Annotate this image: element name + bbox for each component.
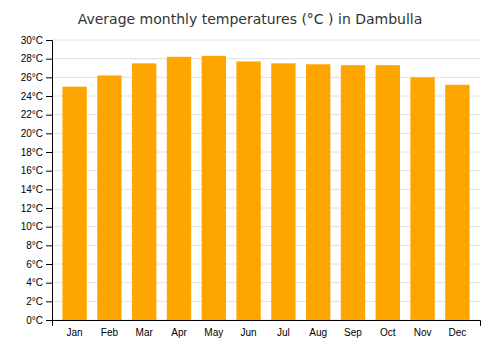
x-tick-label: Jul	[277, 327, 290, 338]
x-tick-label: Jun	[241, 327, 257, 338]
y-tick-label: 16°C	[21, 165, 43, 176]
y-tick: 20°C	[21, 128, 52, 139]
x-tick-label: Feb	[101, 327, 119, 338]
y-tick: 16°C	[21, 165, 52, 176]
y-tick-mark	[46, 189, 52, 190]
x-tick: Dec	[448, 327, 466, 338]
y-tick-label: 22°C	[21, 109, 43, 120]
x-tick-label: Aug	[309, 327, 327, 338]
y-tick: 28°C	[21, 53, 52, 64]
y-tick-mark	[46, 115, 52, 116]
y-tick-label: 0°C	[26, 315, 43, 326]
y-tick: 2°C	[26, 296, 52, 307]
bar	[202, 56, 226, 320]
grid-line	[52, 58, 480, 59]
y-tick-label: 20°C	[21, 128, 43, 139]
x-tick-label: Dec	[448, 327, 466, 338]
y-tick: 10°C	[21, 221, 52, 232]
y-tick-label: 26°C	[21, 72, 43, 83]
bar	[236, 61, 260, 320]
bar	[97, 75, 121, 320]
y-tick: 30°C	[21, 35, 52, 46]
bar	[445, 85, 469, 320]
y-tick: 12°C	[21, 203, 52, 214]
y-tick-label: 24°C	[21, 91, 43, 102]
y-axis-line	[46, 41, 53, 321]
y-tick: 6°C	[26, 259, 52, 270]
y-tick: 14°C	[21, 184, 52, 195]
y-tick: 18°C	[21, 147, 52, 158]
y-tick-mark	[46, 283, 52, 284]
bars	[62, 56, 469, 320]
y-tick-label: 10°C	[21, 221, 43, 232]
y-tick-mark	[46, 245, 52, 246]
x-tick-label: Apr	[171, 327, 187, 338]
y-tick-label: 2°C	[26, 296, 43, 307]
y-axis: 0°C 2°C 4°C 6°C 8°C 10°C 12°C 14°C 16°C 18°C 20°C 2…	[21, 35, 53, 326]
grid-line	[52, 40, 480, 41]
y-tick-label: 18°C	[21, 147, 43, 158]
plot: 0°C 2°C 4°C 6°C 8°C 10°C 12°C 14°C 16°C 18°C 20°C 2…	[21, 35, 481, 338]
x-tick: Nov	[414, 327, 432, 338]
y-tick-label: 6°C	[26, 259, 43, 270]
bar	[376, 65, 400, 320]
y-tick-label: 12°C	[21, 203, 43, 214]
x-tick: Mar	[136, 327, 154, 338]
y-tick-label: 14°C	[21, 184, 43, 195]
y-tick-mark	[46, 133, 52, 134]
y-tick-mark	[46, 77, 52, 78]
y-tick-mark	[46, 171, 52, 172]
bar	[167, 57, 191, 320]
chart: 0°C 2°C 4°C 6°C 8°C 10°C 12°C 14°C 16°C 18°C 20°C 2…	[0, 0, 500, 350]
y-tick-mark	[46, 264, 52, 265]
y-tick-mark	[46, 40, 52, 41]
bar	[410, 77, 434, 320]
x-tick: Sep	[344, 327, 362, 338]
y-tick: 24°C	[21, 91, 52, 102]
y-tick-mark	[46, 96, 52, 97]
bar	[62, 87, 86, 320]
grid	[52, 40, 480, 320]
x-tick-label: May	[204, 327, 223, 338]
y-tick-mark	[46, 320, 52, 321]
x-tick-label: Mar	[136, 327, 154, 338]
y-tick-label: 28°C	[21, 53, 43, 64]
y-tick-mark	[46, 227, 52, 228]
bar	[341, 65, 365, 320]
x-tick-label: Nov	[414, 327, 432, 338]
x-tick: May	[204, 327, 223, 338]
x-tick: Jan	[67, 327, 83, 338]
x-tick: Feb	[101, 327, 119, 338]
x-axis: Jan Feb Mar Apr May Jun Jul Aug Sep Oct Nov Dec	[53, 321, 481, 339]
x-tick: Jun	[241, 327, 257, 338]
y-tick: 8°C	[26, 240, 52, 251]
x-tick: Oct	[380, 327, 396, 338]
y-tick: 22°C	[21, 109, 52, 120]
y-tick-mark	[46, 301, 52, 302]
y-tick-mark	[46, 59, 52, 60]
x-tick: Apr	[171, 327, 187, 338]
y-tick: 4°C	[26, 277, 52, 288]
x-axis-line	[53, 321, 481, 327]
y-tick-label: 30°C	[21, 35, 43, 46]
x-tick-label: Oct	[380, 327, 396, 338]
y-tick-mark	[46, 208, 52, 209]
x-tick: Jul	[277, 327, 290, 338]
y-tick: 26°C	[21, 72, 52, 83]
title: Average monthly temperatures (°C ) in Da…	[78, 11, 423, 27]
x-tick: Aug	[309, 327, 327, 338]
y-tick-label: 4°C	[26, 277, 43, 288]
y-tick: 0°C	[26, 315, 52, 326]
y-tick-mark	[46, 152, 52, 153]
y-tick-label: 8°C	[26, 240, 43, 251]
bar	[271, 63, 295, 320]
x-tick-label: Jan	[67, 327, 83, 338]
bar	[306, 64, 330, 320]
x-tick-label: Sep	[344, 327, 362, 338]
bar	[132, 63, 156, 320]
